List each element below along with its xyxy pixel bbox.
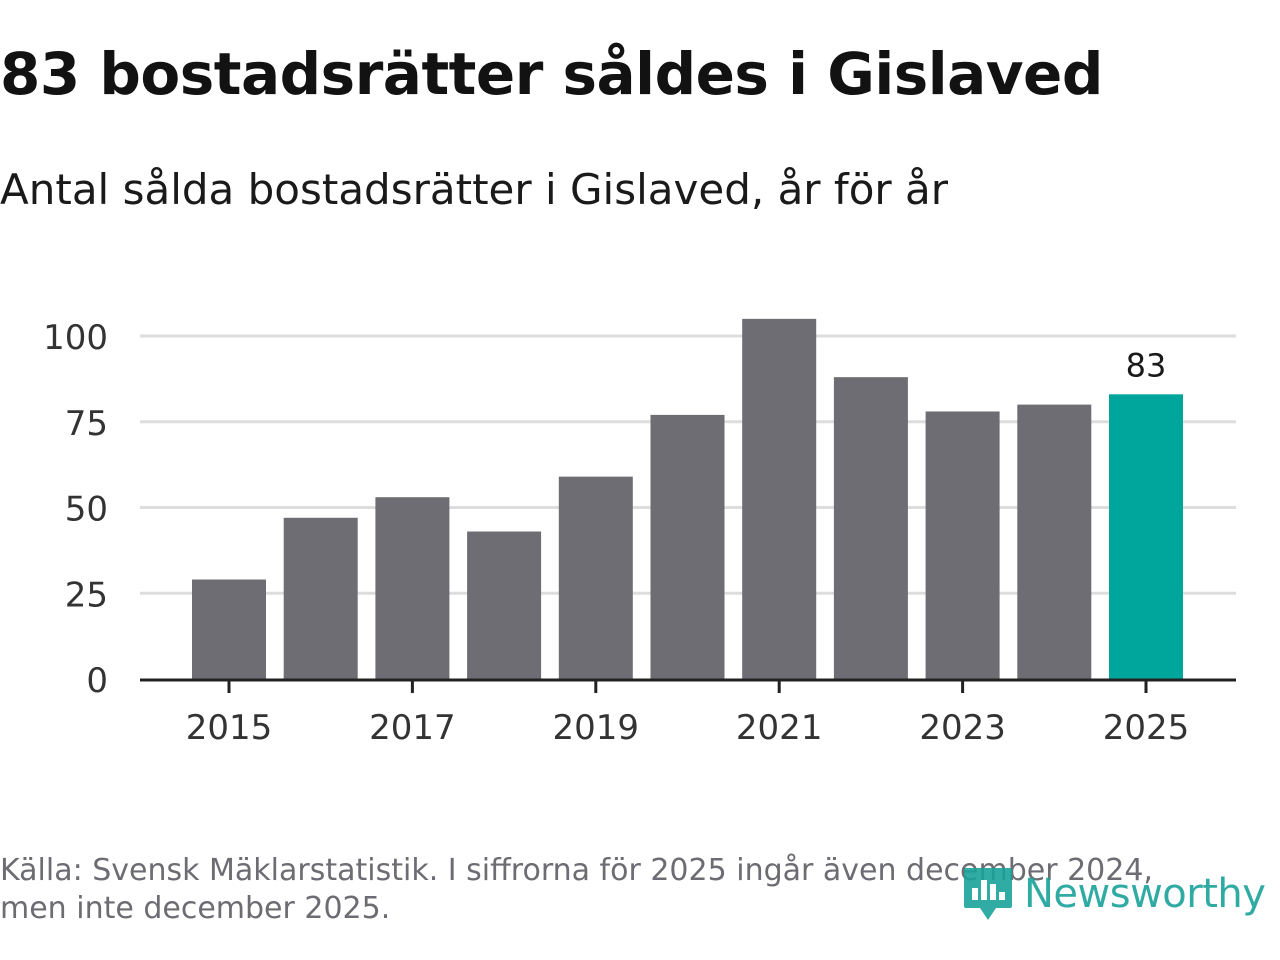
y-tick-label-100: 100	[43, 318, 108, 358]
x-tick-label-2025: 2025	[1103, 708, 1190, 748]
x-tick-label-2019: 2019	[553, 708, 640, 748]
newsworthy-logo-icon	[964, 868, 1012, 920]
bar-2018	[467, 531, 542, 679]
bar-2023	[925, 411, 1000, 679]
y-axis-ticks: 0 25 50 75 100	[43, 318, 108, 701]
bar-2019	[558, 476, 633, 679]
data-labels: 83	[1126, 346, 1167, 384]
bar-chart: 0 25 50 75 100 2015 2017 2019 2021 2023 2025 83	[43, 318, 1236, 748]
bar-2020	[650, 414, 725, 679]
x-tick-label-2023: 2023	[919, 708, 1006, 748]
bar-2016	[283, 517, 358, 679]
source-note: Källa: Svensk Mäklarstatistik. I siffror…	[0, 852, 1220, 928]
x-tick-label-2017: 2017	[369, 708, 456, 748]
brand-logo: Newsworthy	[962, 862, 1266, 926]
source-line-2: men inte december 2025.	[0, 891, 391, 926]
x-tick-label-2015: 2015	[186, 708, 273, 748]
bar-2017	[375, 497, 450, 679]
chart-subtitle: Antal sålda bostadsrätter i Gislaved, år…	[0, 165, 949, 214]
brand-name: Newsworthy	[1024, 871, 1266, 917]
x-axis-ticks: 2015 2017 2019 2021 2023 2025	[186, 680, 1190, 748]
bar-2015	[192, 579, 266, 679]
x-tick-label-2021: 2021	[736, 708, 823, 748]
bar-2024	[1017, 404, 1092, 679]
bar-2025	[1109, 394, 1183, 679]
bar-2022	[833, 377, 908, 679]
y-tick-label-50: 50	[65, 490, 108, 530]
bars	[192, 318, 1183, 679]
y-tick-label-25: 25	[65, 575, 108, 615]
y-tick-label-75: 75	[65, 404, 108, 444]
source-line-1: Källa: Svensk Mäklarstatistik. I siffror…	[0, 853, 1153, 888]
y-tick-label-0: 0	[86, 661, 108, 701]
chart-title: 83 bostadsrätter såldes i Gislaved	[0, 40, 1103, 108]
data-label-2025: 83	[1126, 346, 1167, 384]
bar-2021	[742, 318, 817, 679]
